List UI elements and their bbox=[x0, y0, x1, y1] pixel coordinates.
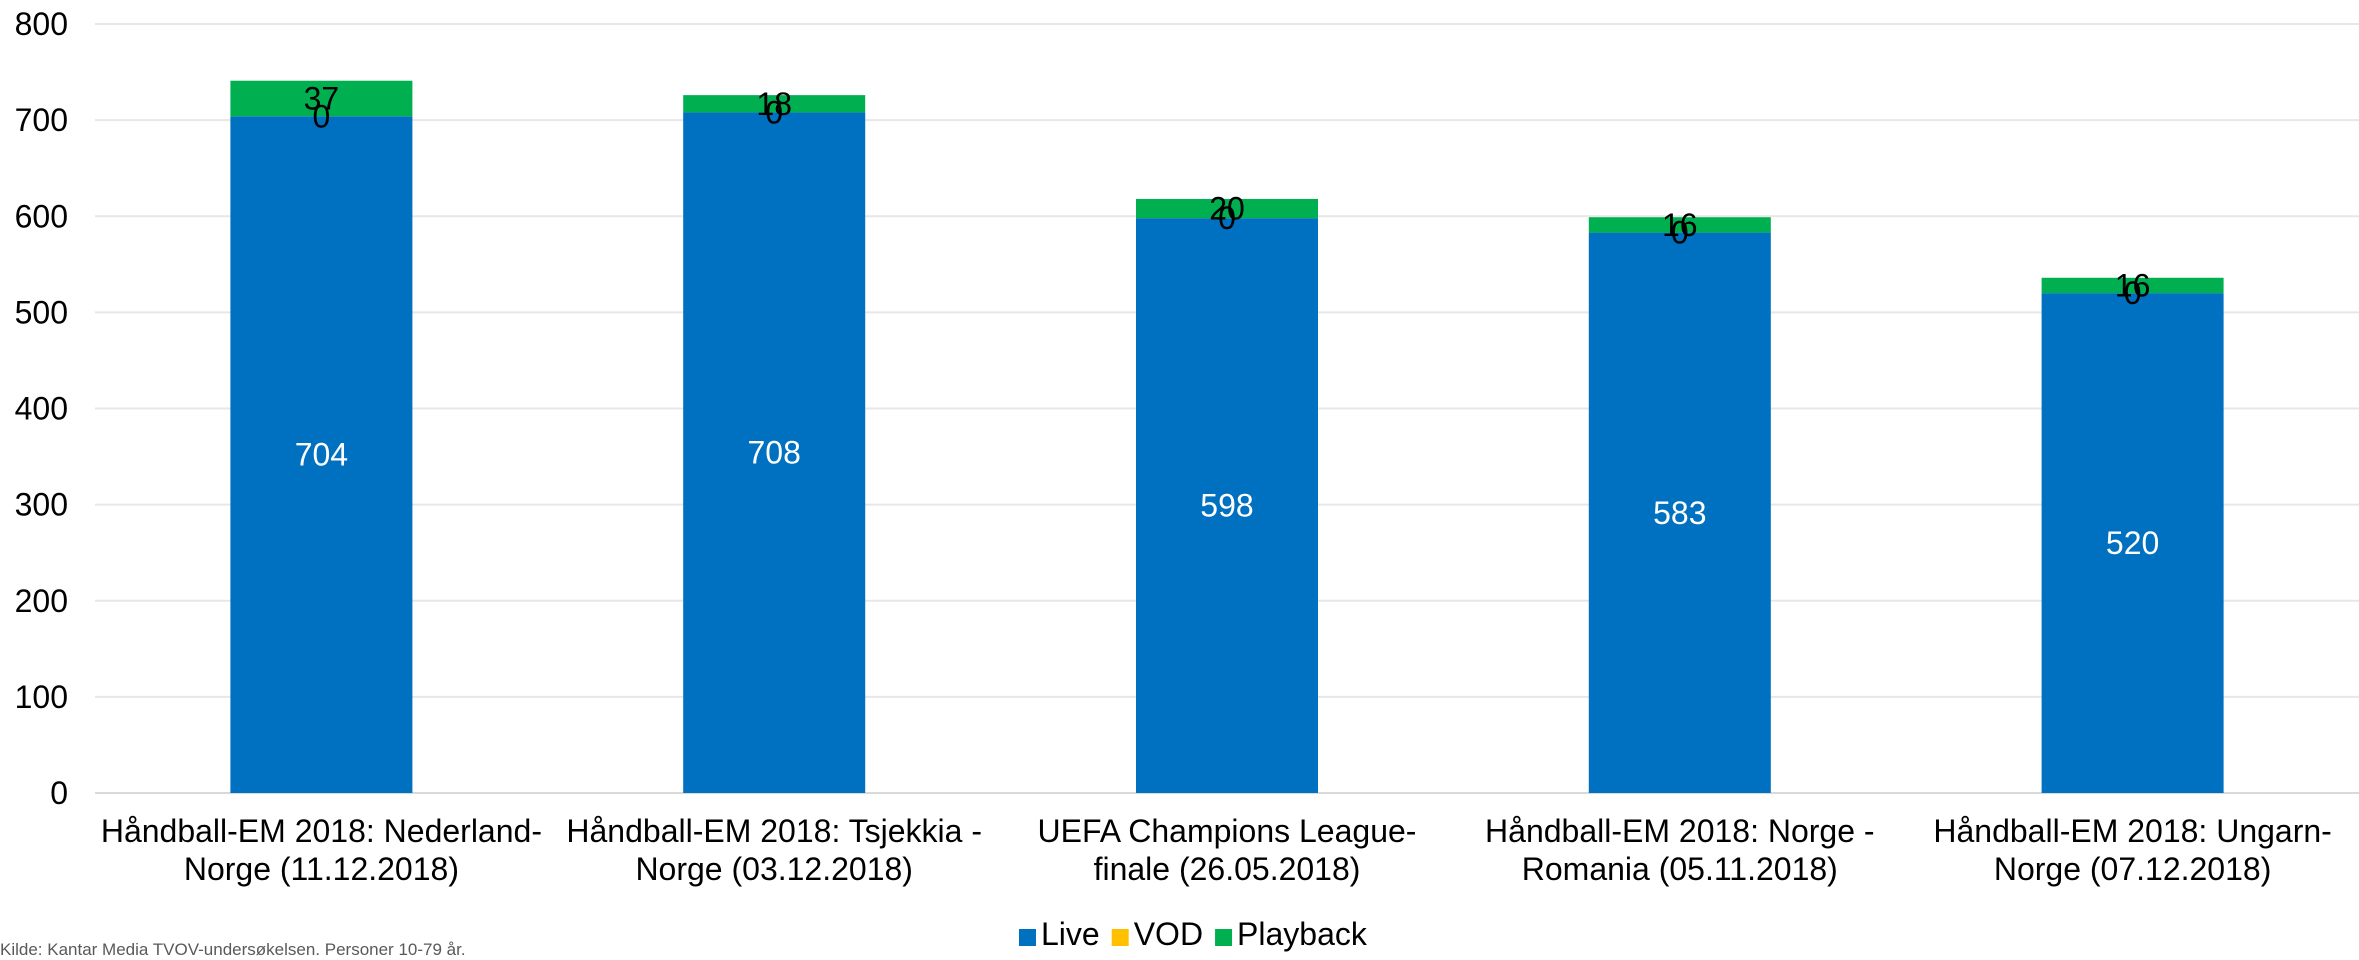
legend-swatch-vod bbox=[1111, 929, 1129, 946]
source-note: Kilde: Kantar Media TVOV-undersøkelsen. … bbox=[0, 940, 466, 959]
x-category-label: Norge (07.12.2018) bbox=[1994, 851, 2272, 887]
data-label-live: 583 bbox=[1653, 495, 1706, 531]
bar-segment-live bbox=[683, 112, 866, 793]
y-tick-label: 300 bbox=[15, 487, 68, 523]
data-label-playback: 16 bbox=[2115, 267, 2151, 303]
legend-label-vod: VOD bbox=[1134, 916, 1203, 952]
y-axis: 0 100 200 300 400 500 600 700 800 bbox=[15, 6, 68, 811]
bar-segment-playback bbox=[230, 80, 413, 117]
data-label-vod: 0 bbox=[313, 98, 331, 134]
legend-swatch-live bbox=[1019, 929, 1036, 946]
x-category-label: Norge (11.12.2018) bbox=[184, 851, 459, 887]
y-tick-label: 600 bbox=[15, 198, 68, 234]
bar-segment-live bbox=[1136, 218, 1318, 794]
y-tick-label: 500 bbox=[15, 294, 68, 330]
x-category-label: Norge (03.12.2018) bbox=[635, 851, 913, 887]
data-label-playback: 20 bbox=[1209, 191, 1245, 227]
bar-segment-live bbox=[2041, 293, 2224, 793]
data-label-vod: 0 bbox=[1218, 200, 1236, 236]
bar-segment-live bbox=[1588, 232, 1771, 793]
data-label-live: 598 bbox=[1200, 488, 1253, 524]
data-label-vod: 0 bbox=[1671, 215, 1689, 251]
x-category-label: Håndball-EM 2018: Norge - bbox=[1485, 813, 1875, 849]
data-label-live: 704 bbox=[295, 437, 348, 473]
legend-label-live: Live bbox=[1041, 916, 1100, 952]
data-label-playback: 37 bbox=[304, 80, 340, 116]
data-label-live: 520 bbox=[2106, 525, 2159, 561]
data-label-playback: 16 bbox=[1662, 207, 1698, 243]
bar-segment-live bbox=[230, 116, 413, 793]
data-label-vod: 0 bbox=[2124, 275, 2142, 311]
data-label-playback: 18 bbox=[756, 86, 792, 122]
bar-segment-playback bbox=[2041, 277, 2224, 294]
x-category-label: Romania (05.11.2018) bbox=[1522, 851, 1838, 887]
y-tick-label: 0 bbox=[50, 775, 68, 811]
bar-segment-playback bbox=[683, 95, 866, 113]
x-category-label: Håndball-EM 2018: Tsjekkia - bbox=[566, 813, 982, 849]
y-tick-label: 700 bbox=[15, 102, 68, 138]
x-category-label: UEFA Champions League- bbox=[1038, 813, 1417, 849]
bar-segment-playback bbox=[1588, 217, 1771, 233]
bar-segment-playback bbox=[1136, 198, 1318, 219]
x-category-label: finale (26.05.2018) bbox=[1094, 851, 1361, 887]
x-axis: Håndball-EM 2018: Nederland-Norge (11.12… bbox=[101, 813, 2332, 887]
y-tick-label: 100 bbox=[15, 679, 68, 715]
legend: Live VOD Playback bbox=[1019, 916, 1368, 952]
data-label-vod: 0 bbox=[765, 94, 783, 130]
data-label-live: 708 bbox=[748, 435, 801, 471]
legend-label-playback: Playback bbox=[1237, 916, 1368, 952]
y-tick-label: 800 bbox=[15, 6, 68, 42]
y-tick-label: 400 bbox=[15, 391, 68, 427]
x-category-label: Håndball-EM 2018: Ungarn- bbox=[1933, 813, 2331, 849]
x-category-label: Håndball-EM 2018: Nederland- bbox=[101, 813, 542, 849]
y-tick-label: 200 bbox=[15, 583, 68, 619]
legend-swatch-playback bbox=[1215, 929, 1233, 946]
